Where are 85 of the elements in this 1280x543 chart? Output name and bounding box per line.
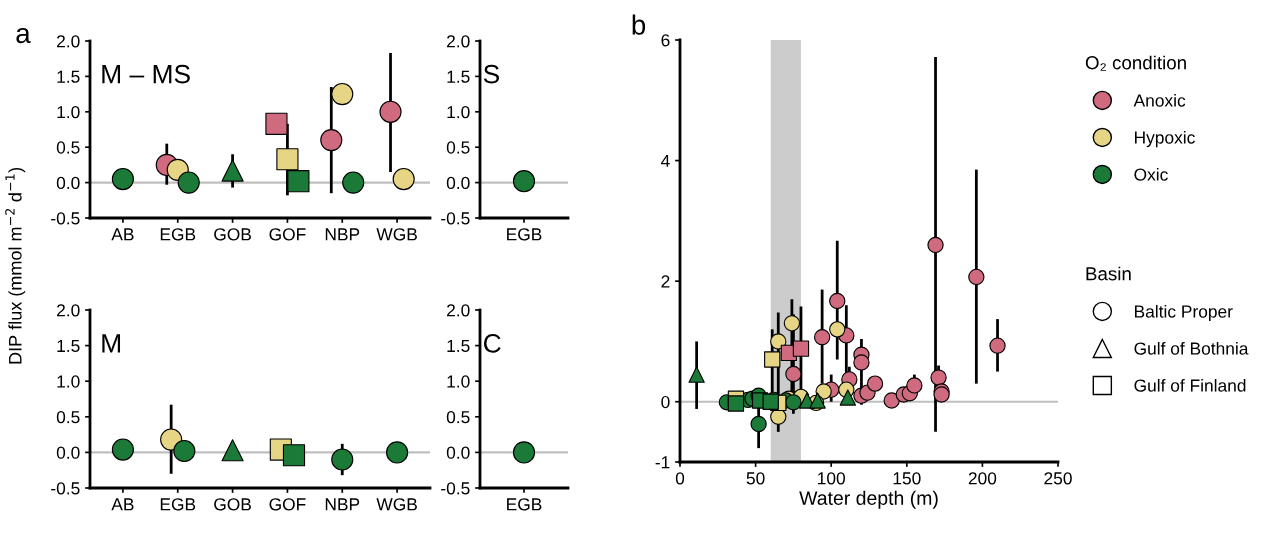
point xyxy=(813,329,831,346)
text: M – MS xyxy=(102,64,190,84)
y-tick-label: 2.0 xyxy=(57,304,80,317)
y-tick-label: 2.0 xyxy=(57,35,80,48)
y-tick-label: 2.0 xyxy=(447,35,470,48)
text: M xyxy=(102,334,121,353)
point xyxy=(785,365,802,383)
y-tick-label: 2 xyxy=(661,275,670,288)
y-tick-label: -0.5 xyxy=(51,212,80,225)
x-tick-label: GOF xyxy=(269,498,306,511)
y-tick-label: 1.0 xyxy=(57,375,80,388)
y-tick-label: 1.5 xyxy=(57,70,80,83)
y-tick-label: 1.5 xyxy=(447,339,470,353)
x-tick-label: GOB xyxy=(214,498,251,511)
legend-title: O₂ condition xyxy=(1085,55,1186,71)
point xyxy=(785,394,802,411)
text: Gulf of Bothnia xyxy=(1134,341,1249,355)
y-tick-label: 1.5 xyxy=(447,70,470,83)
legend-label: Oxic xyxy=(1134,167,1168,181)
x-tick-label: GOB xyxy=(214,228,251,241)
y-tick-label: 0 xyxy=(661,395,670,409)
y-tick-label: -0.5 xyxy=(441,482,470,495)
point xyxy=(930,369,947,386)
y-tick-label: 0.0 xyxy=(56,176,80,190)
point xyxy=(989,337,1006,354)
x-tick-label: NBP xyxy=(325,228,360,241)
y-tick-label: 0.5 xyxy=(56,410,80,424)
y-tick-label: 0.0 xyxy=(446,176,470,190)
y-tick-label: 0.5 xyxy=(56,141,80,154)
point xyxy=(968,268,985,286)
point xyxy=(839,389,856,406)
text: Baltic Proper xyxy=(1135,304,1233,322)
y-tick-label: 2.0 xyxy=(447,304,470,317)
y-tick-label: -0.5 xyxy=(51,482,80,495)
text: Basin xyxy=(1086,266,1131,281)
point xyxy=(688,366,705,383)
y-tick-label: 1.5 xyxy=(57,339,80,353)
point xyxy=(764,351,781,368)
point xyxy=(727,395,745,412)
point xyxy=(906,377,923,394)
x-tick-label: AB xyxy=(111,498,134,511)
text: S xyxy=(483,64,500,84)
x-tick-label: 0 xyxy=(675,472,685,485)
y-tick-label: 1.0 xyxy=(57,105,80,119)
text: a xyxy=(16,27,31,44)
y-tick-label: 6 xyxy=(661,34,670,47)
y-tick-label: 0.0 xyxy=(56,446,80,459)
x-tick-label: EGB xyxy=(160,228,196,241)
y-tick-label: 1.0 xyxy=(447,105,470,119)
x-tick-label: NBP xyxy=(325,498,360,511)
y-tick-label: 0.0 xyxy=(446,446,470,459)
y-axis-title: DIP flux (mmol m$^{−2}$ d$^{−1}$) xyxy=(5,167,26,364)
y-tick-label: 0.5 xyxy=(446,410,470,424)
y-tick-label: -0.5 xyxy=(441,212,470,225)
text: Gulf of Finland xyxy=(1134,378,1246,392)
point xyxy=(829,321,846,338)
x-axis-title: Water depth (m) xyxy=(799,490,938,509)
point xyxy=(750,415,767,433)
x-tick-label: 200 xyxy=(968,472,997,485)
x-tick-label: 150 xyxy=(893,472,921,485)
x-tick-label: WGB xyxy=(376,498,417,511)
x-tick-label: GOF xyxy=(269,228,306,241)
point xyxy=(853,354,870,371)
y-tick-label: 0.5 xyxy=(446,141,470,154)
point xyxy=(866,375,884,392)
x-tick-label: EGB xyxy=(507,228,542,241)
y-tick-label: -1 xyxy=(655,456,670,469)
point xyxy=(927,236,944,254)
x-tick-label: AB xyxy=(111,228,134,241)
y-tick-label: 1.0 xyxy=(447,375,470,388)
x-tick-label: 100 xyxy=(818,472,846,485)
point xyxy=(829,292,846,310)
x-tick-label: EGB xyxy=(160,498,196,511)
legend-label: Hypoxic xyxy=(1135,130,1195,148)
x-tick-label: 50 xyxy=(746,472,765,485)
text: b xyxy=(632,14,646,35)
text: C xyxy=(483,334,501,353)
x-tick-label: WGB xyxy=(376,228,417,241)
y-tick-label: 4 xyxy=(661,154,670,167)
point xyxy=(792,340,810,357)
x-tick-label: EGB xyxy=(507,498,542,511)
point xyxy=(770,333,787,350)
legend-label: Anoxic xyxy=(1133,93,1186,107)
x-tick-label: 250 xyxy=(1044,472,1072,485)
point xyxy=(783,315,801,332)
